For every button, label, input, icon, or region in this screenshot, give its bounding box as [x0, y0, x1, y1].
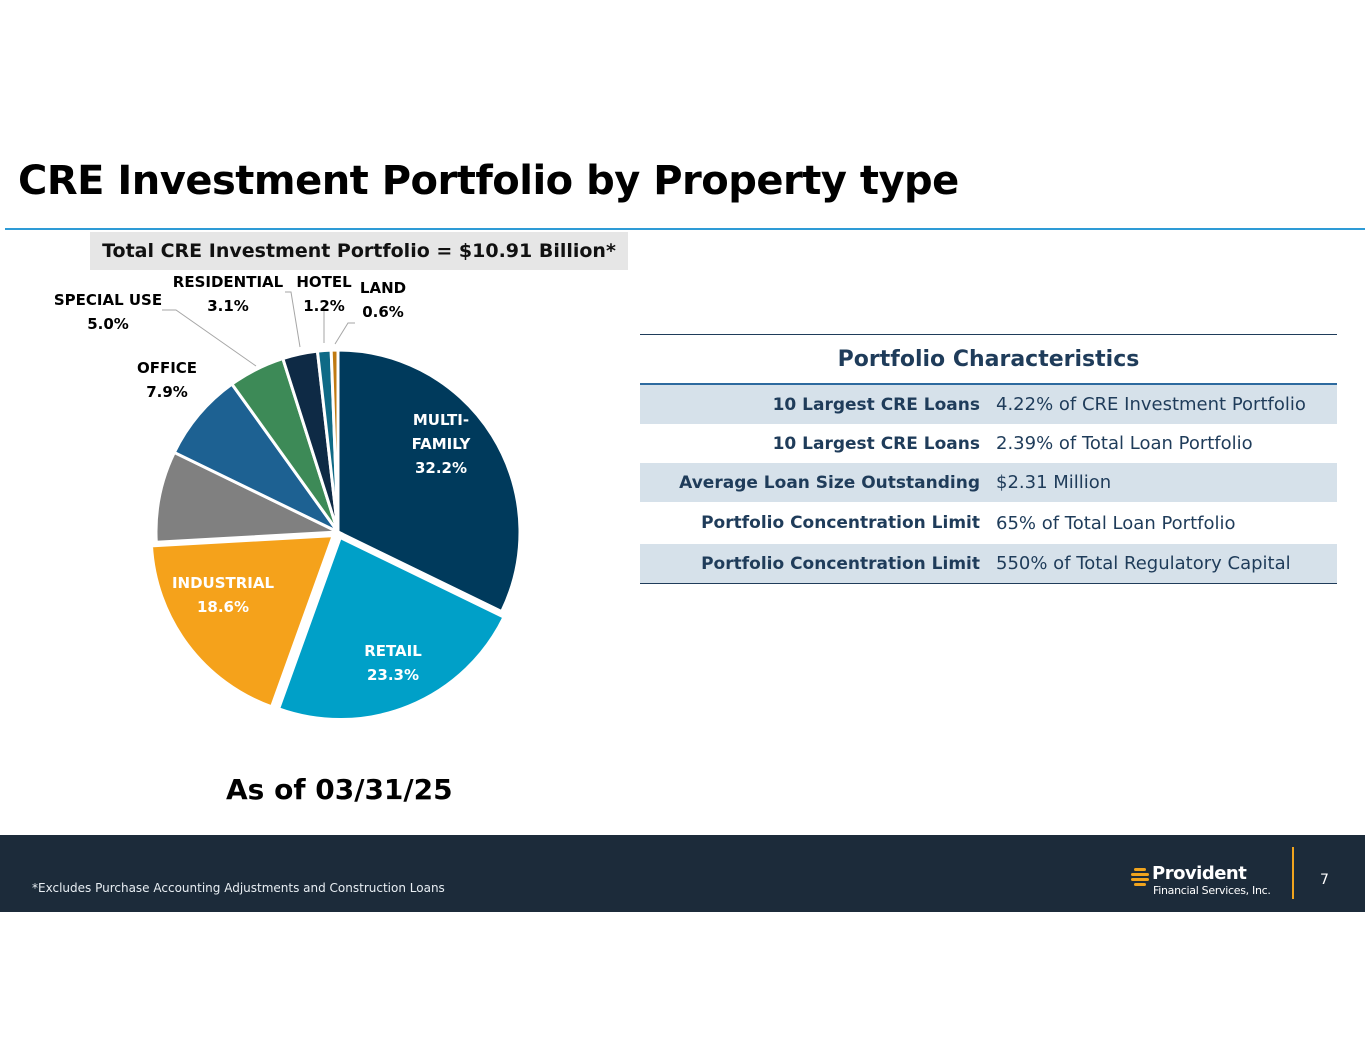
table-header-rule: [640, 383, 1337, 385]
slice-label: RESIDENTIAL 3.1%: [173, 273, 284, 315]
table-row: Portfolio Concentration Limit 65% of Tot…: [640, 502, 1337, 544]
slice-label: INDUSTRIAL 18.6%: [172, 574, 275, 616]
table-row: Portfolio Concentration Limit 550% of To…: [640, 544, 1337, 583]
table-bottom-rule: [640, 583, 1337, 584]
slice-label: SPECIAL USE 5.0%: [54, 291, 162, 333]
slice-label: LAND 0.6%: [360, 279, 406, 321]
slice-label: HOTEL 1.2%: [296, 273, 352, 315]
slice-category-label: RETAIL: [364, 642, 422, 660]
page-title: CRE Investment Portfolio by Property typ…: [18, 158, 959, 204]
slice-value-label: 3.1%: [207, 297, 249, 315]
slice-category-label: SPECIAL USE: [54, 291, 162, 309]
slice-label: MULTI- FAMILY 32.2%: [412, 411, 472, 477]
slice-value-label: 7.9%: [146, 383, 188, 401]
row-label: 10 Largest CRE Loans: [772, 394, 980, 415]
slice-value-label: 0.6%: [362, 303, 404, 321]
logo-subtitle: Financial Services, Inc.: [1153, 884, 1271, 897]
pie-slice-unlabeled: [154, 450, 344, 544]
slice-category-label: LAND: [360, 279, 406, 297]
slice-label: OFFICE 7.9%: [137, 359, 197, 401]
table-title: Portfolio Characteristics: [837, 346, 1140, 372]
slice-value-label: 1.2%: [303, 297, 345, 315]
row-label: 10 Largest CRE Loans: [772, 433, 980, 454]
property-type-pie-chart: MULTI- FAMILY 32.2% RETAIL 23.3% INDUSTRIAL 18…: [54, 273, 522, 722]
provident-mark-icon: [1131, 868, 1149, 886]
footnote: *Excludes Purchase Accounting Adjustment…: [32, 881, 445, 895]
row-value: 550% of Total Regulatory Capital: [996, 553, 1291, 574]
table-row: Average Loan Size Outstanding $2.31 Mill…: [640, 463, 1337, 502]
row-value: 2.39% of Total Loan Portfolio: [996, 433, 1253, 454]
row-value: $2.31 Million: [996, 472, 1112, 493]
leader-line: [162, 309, 257, 367]
slice-label: RETAIL 23.3%: [364, 642, 422, 684]
page-number: 7: [1320, 872, 1329, 888]
as-of-date: As of 03/31/25: [226, 773, 453, 806]
company-logo: Provident Financial Services, Inc.: [1130, 863, 1285, 899]
title-divider: [5, 228, 1365, 230]
slice-value-label: 18.6%: [197, 598, 249, 616]
table-row: 10 Largest CRE Loans 4.22% of CRE Invest…: [640, 385, 1337, 424]
slice-category-label: MULTI-: [413, 411, 469, 429]
row-label: Portfolio Concentration Limit: [701, 513, 980, 533]
slice-category-label: FAMILY: [412, 435, 472, 453]
leader-line: [285, 291, 301, 348]
row-label: Portfolio Concentration Limit: [701, 553, 980, 574]
table-top-rule: [640, 334, 1337, 335]
slice-category-label: HOTEL: [296, 273, 352, 291]
slice-category-label: OFFICE: [137, 359, 197, 377]
pie-slice-office: [172, 381, 340, 534]
row-value: 4.22% of CRE Investment Portfolio: [996, 394, 1306, 415]
leader-line: [334, 322, 355, 345]
slice-value-label: 5.0%: [87, 315, 129, 333]
slice-value-label: 32.2%: [415, 459, 467, 477]
pie-slice-land: [329, 348, 340, 533]
logo-name: Provident: [1152, 863, 1247, 884]
total-portfolio-banner: Total CRE Investment Portfolio = $10.91 …: [90, 232, 628, 270]
logo-divider: [1292, 847, 1294, 899]
row-value: 65% of Total Loan Portfolio: [996, 512, 1236, 534]
slice-value-label: 23.3%: [367, 666, 419, 684]
pie-slice-retail: [276, 535, 506, 722]
slice-category-label: RESIDENTIAL: [173, 273, 284, 291]
footer-bar: *Excludes Purchase Accounting Adjustment…: [0, 835, 1365, 912]
portfolio-characteristics-table: Portfolio Characteristics 10 Largest CRE…: [640, 334, 1337, 584]
pie-slice-industrial: [149, 533, 336, 709]
table-row: 10 Largest CRE Loans 2.39% of Total Loan…: [640, 424, 1337, 463]
pie-slice-multi-family: [336, 348, 522, 614]
slice-category-label: INDUSTRIAL: [172, 574, 275, 592]
row-label: Average Loan Size Outstanding: [679, 472, 980, 493]
